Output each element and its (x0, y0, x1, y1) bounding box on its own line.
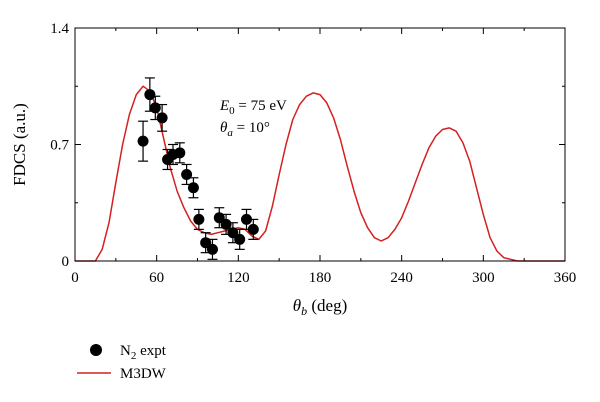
data-point (193, 208, 205, 230)
data-point (247, 218, 259, 240)
data-marker (241, 213, 252, 225)
x-tick-label: 180 (309, 270, 332, 286)
x-tick-label: 0 (71, 270, 79, 286)
data-point (206, 238, 218, 260)
y-tick-label: 0 (62, 254, 70, 270)
data-marker (144, 89, 156, 101)
x-tick-label: 120 (227, 270, 250, 286)
legend-entry: M3DW (77, 366, 167, 382)
data-point (144, 77, 156, 112)
x-tick-label: 240 (390, 270, 413, 286)
data-marker (206, 243, 218, 255)
plot-frame (74, 27, 566, 262)
data-point (220, 213, 232, 235)
data-marker (247, 223, 259, 235)
y-axis-title: FDCS (a.u.) (10, 103, 29, 186)
theory-curve-m3dw (75, 85, 565, 262)
data-marker (193, 213, 205, 225)
x-tick-label: 300 (472, 270, 495, 286)
data-point (174, 142, 186, 164)
data-point (156, 103, 168, 132)
annotation-energy: E0 = 75 eV (219, 98, 287, 117)
x-tick-label: 60 (149, 270, 164, 286)
x-tick-label: 360 (554, 270, 577, 286)
data-point (181, 163, 193, 186)
annotation-angle: θa = 10° (220, 120, 270, 139)
axes (74, 27, 566, 262)
legend-entry: N2 expt (90, 343, 167, 362)
data-marker (156, 112, 168, 124)
y-tick-label: 1.4 (50, 21, 69, 37)
data-point (137, 120, 149, 162)
y-tick-label: 0.7 (50, 138, 69, 154)
data-marker (137, 135, 149, 147)
legend-label: M3DW (120, 366, 167, 382)
data-marker (174, 147, 186, 159)
x-axis-title: θb (deg) (293, 296, 347, 318)
data-marker (234, 233, 246, 245)
data-marker (187, 182, 199, 194)
data-marker (220, 218, 232, 230)
legend: N2 expt M3DW (77, 343, 167, 382)
legend-label: N2 expt (120, 343, 167, 362)
data-point (187, 177, 199, 199)
legend-marker (90, 344, 102, 356)
plot-area (75, 77, 565, 262)
labels: 0 60 120 180 240 300 360 0 0.7 1.4 FDCS (a.u.) θb (… (10, 21, 576, 318)
